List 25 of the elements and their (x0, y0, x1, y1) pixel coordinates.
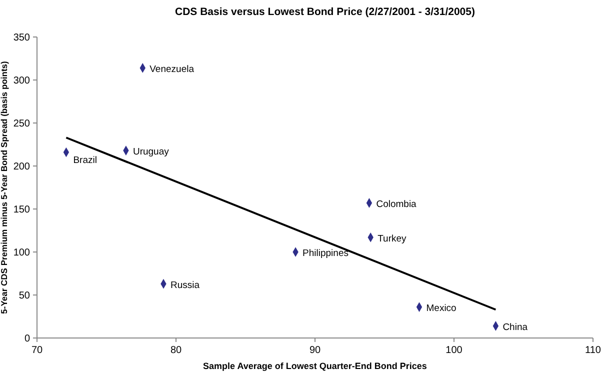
y-tick-label: 50 (18, 290, 30, 302)
y-tick-label: 300 (13, 76, 30, 86)
series-label: Venezuela (150, 64, 195, 75)
series-label: Mexico (426, 303, 456, 314)
series-label: Russia (170, 280, 200, 291)
x-tick-label: 110 (585, 345, 602, 356)
y-tick-label: 250 (13, 118, 30, 130)
x-axis-title: Sample Average of Lowest Quarter-End Bond Prices (203, 361, 427, 371)
y-tick-label: 150 (13, 204, 30, 216)
x-tick-label: 100 (446, 345, 463, 356)
series-label: Uruguay (132, 146, 170, 158)
series-label: Colombia (376, 198, 418, 210)
x-tick-label: 90 (309, 345, 321, 356)
series-label: Brazil (73, 155, 97, 166)
series-label: Philippines (302, 248, 349, 259)
x-tick-label: 80 (170, 345, 182, 356)
y-tick-label: 350 (13, 32, 30, 44)
y-tick-label: 0 (24, 334, 30, 344)
series-label: China (502, 322, 528, 333)
y-tick-label: 100 (13, 248, 30, 258)
y-axis-title: 5-Year CDS Premium minus 5-Year Bond Spread (basis points) (0, 60, 9, 314)
x-tick-label: 70 (31, 345, 43, 356)
chart-title: CDS Basis versus Lowest Bond Price (2/27/2001 - 3/31/2005) (175, 6, 475, 18)
y-tick-label: 200 (13, 162, 30, 172)
series-label: Turkey (378, 233, 407, 244)
